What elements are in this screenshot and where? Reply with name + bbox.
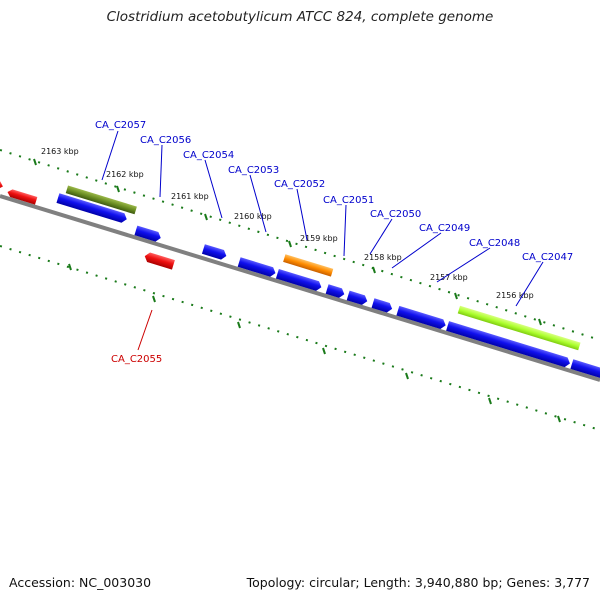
kbp-label: 2158 kbp xyxy=(364,253,402,262)
accession-text: Accession: NC_003030 xyxy=(9,575,152,590)
gene-label[interactable]: CA_C2054 xyxy=(183,150,234,161)
label-leader-reverse xyxy=(137,309,153,351)
kbp-label: 2163 kbp xyxy=(41,147,79,156)
gene-forward[interactable] xyxy=(134,225,162,243)
gene-reverse-ca-c2055[interactable] xyxy=(143,251,175,270)
gene-label[interactable]: CA_C2057 xyxy=(95,120,146,131)
kbp-label: 2159 kbp xyxy=(300,234,338,243)
gene-label[interactable]: CA_C2053 xyxy=(228,165,279,176)
kbp-label: 2157 kbp xyxy=(430,273,468,282)
gene-label[interactable]: CA_C2047 xyxy=(522,252,573,263)
kbp-label: 2161 kbp xyxy=(171,192,209,201)
gene-reverse[interactable] xyxy=(6,188,38,205)
genome-backbone xyxy=(0,194,600,382)
gene-forward[interactable] xyxy=(346,290,369,306)
gene-forward[interactable] xyxy=(201,244,228,261)
gene-label[interactable]: CA_C2049 xyxy=(419,223,470,234)
kbp-label: 2162 kbp xyxy=(106,170,144,179)
kbp-label: 2160 kbp xyxy=(234,212,272,221)
kbp-label: 2156 kbp xyxy=(496,291,534,300)
outer-major-ticks xyxy=(33,158,542,326)
label-leaders xyxy=(101,130,544,307)
gene-label-reverse[interactable]: CA_C2055 xyxy=(111,354,162,365)
gene-forward[interactable] xyxy=(570,359,600,382)
gene-label[interactable]: CA_C2050 xyxy=(370,209,421,220)
gene-label[interactable]: CA_C2048 xyxy=(469,238,520,249)
gene-forward[interactable] xyxy=(371,298,394,313)
inner-tick-track xyxy=(0,245,600,431)
inner-major-ticks xyxy=(68,263,561,423)
gene-forward[interactable] xyxy=(275,268,323,292)
gene-label[interactable]: CA_C2051 xyxy=(323,195,374,206)
feature-light-green[interactable] xyxy=(457,305,581,351)
feature-dark-green[interactable] xyxy=(65,185,137,215)
gene-forward[interactable] xyxy=(396,305,447,330)
gene-label[interactable]: CA_C2056 xyxy=(140,135,191,146)
gene-reverse[interactable] xyxy=(0,176,4,191)
gene-forward[interactable] xyxy=(56,193,128,224)
feature-orange[interactable] xyxy=(283,254,334,277)
feature-track xyxy=(0,176,600,382)
gene-label[interactable]: CA_C2052 xyxy=(274,179,325,190)
map-title: Clostridium acetobutylicum ATCC 824, com… xyxy=(106,9,494,25)
gene-forward[interactable] xyxy=(237,257,277,278)
topology-text: Topology: circular; Length: 3,940,880 bp… xyxy=(246,575,590,590)
gene-forward[interactable] xyxy=(446,321,571,368)
gene-forward[interactable] xyxy=(325,284,346,299)
